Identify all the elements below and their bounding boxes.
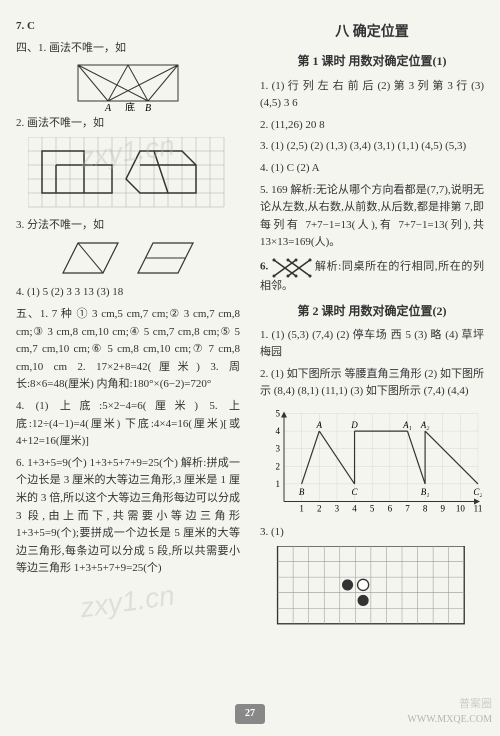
svg-text:10: 10 <box>456 504 466 514</box>
chapter-title: 八 确定位置 <box>260 22 484 44</box>
svg-text:D: D <box>350 420 358 430</box>
coordinate-chart: 123456789101112345ADA₁A₂BCB₁C₂ <box>262 405 482 520</box>
svg-text:1: 1 <box>276 479 281 489</box>
svg-text:5: 5 <box>370 504 375 514</box>
corner-url: WWW.MXQE.COM <box>407 712 492 728</box>
fig-grid-shapes <box>28 137 228 213</box>
svg-text:4: 4 <box>352 504 357 514</box>
left-column: 7. C 四、1. 画法不唯一，如 A 底 B 2. 画法不唯一，如 <box>16 18 244 698</box>
svg-text:A: A <box>104 103 112 111</box>
l1-q6: 6. 解析:同桌所在的行相同,所在的列相邻。 <box>260 256 484 296</box>
answer-4: 4. (1) 5 (2) 3 3 13 (3) 18 <box>16 284 240 302</box>
svg-text:4: 4 <box>276 426 281 436</box>
l1-q2: 2. (11,26) 20 8 <box>260 117 484 135</box>
l2-q2: 2. (1) 如下图所示 等腰直角三角形 (2) 如下图所示 (8,4) (8,… <box>260 366 484 401</box>
right-column: 八 确定位置 第 1 课时 用数对确定位置(1) 1. (1) 行 列 左 右 … <box>256 18 484 698</box>
svg-text:A₁: A₁ <box>402 420 412 430</box>
svg-text:B: B <box>145 103 151 111</box>
sec5-6: 6. 1+3+5=9(个) 1+3+5+7+9=25(个) 解析:拼成一个边长是… <box>16 455 240 578</box>
sec4-1-label: 四、1. 画法不唯一，如 <box>16 40 240 58</box>
fig-cross-lines <box>272 256 312 278</box>
svg-text:B: B <box>299 487 305 497</box>
l2-q3: 3. (1) <box>260 524 484 542</box>
svg-text:C: C <box>352 487 359 497</box>
l1-q4: 4. (1) C (2) A <box>260 160 484 178</box>
svg-text:6: 6 <box>388 504 393 514</box>
sec5-4: 4. (1) 上底:5×2−4=6(厘米) 5. 上底:12÷(4−1)=4(厘… <box>16 398 240 451</box>
svg-text:5: 5 <box>276 409 281 419</box>
lesson2-title: 第 2 课时 用数对确定位置(2) <box>260 302 484 321</box>
svg-text:1: 1 <box>299 504 304 514</box>
answer-7: 7. C <box>16 18 240 36</box>
dot-grid-fig <box>272 546 472 626</box>
l1-q1: 1. (1) 行 列 左 右 前 后 (2) 第 3 列 第 3 行 (3) (… <box>260 78 484 113</box>
fig-triangle-fan: A 底 B <box>53 61 203 111</box>
sec5-1: 五、1. 7 种 ① 3 cm,5 cm,7 cm;② 3 cm,7 cm,8 … <box>16 306 240 394</box>
lesson1-title: 第 1 课时 用数对确定位置(1) <box>260 52 484 71</box>
svg-text:3: 3 <box>335 504 340 514</box>
svg-text:11: 11 <box>474 504 482 514</box>
fig-parallelograms <box>53 238 203 280</box>
svg-text:A₂: A₂ <box>420 420 430 430</box>
page-number: 27 <box>235 704 265 724</box>
svg-text:3: 3 <box>276 444 281 454</box>
sec4-3-label: 3. 分法不唯一，如 <box>16 217 240 235</box>
svg-text:7: 7 <box>405 504 410 514</box>
svg-text:2: 2 <box>276 461 281 471</box>
l2-q1: 1. (1) (5,3) (7,4) (2) 停车场 西 5 (3) 略 (4)… <box>260 327 484 362</box>
sec4-2-label: 2. 画法不唯一，如 <box>16 115 240 133</box>
svg-text:8: 8 <box>423 504 428 514</box>
svg-text:C₂: C₂ <box>473 487 482 497</box>
svg-text:底: 底 <box>125 101 135 111</box>
svg-text:2: 2 <box>317 504 322 514</box>
svg-text:A: A <box>316 420 323 430</box>
l1-q3: 3. (1) (2,5) (2) (1,3) (3,4) (3,1) (1,1)… <box>260 138 484 156</box>
content-columns: 7. C 四、1. 画法不唯一，如 A 底 B 2. 画法不唯一，如 <box>16 18 484 698</box>
svg-text:9: 9 <box>440 504 445 514</box>
svg-text:B₁: B₁ <box>421 487 430 497</box>
l1-q5: 5. 169 解析:无论从哪个方向看都是(7,7),说明无论从左数,从右数,从前… <box>260 182 484 252</box>
